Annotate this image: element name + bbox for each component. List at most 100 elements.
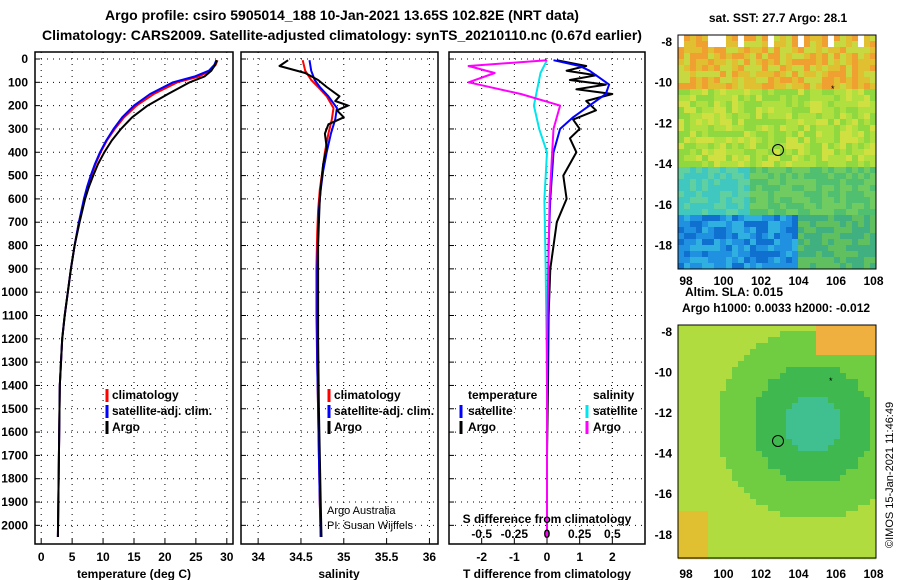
sst-cell bbox=[708, 179, 715, 186]
sst-cell bbox=[696, 251, 703, 258]
sla-cell bbox=[852, 529, 859, 536]
sst-cell bbox=[798, 257, 805, 264]
sst-cell bbox=[744, 191, 751, 198]
sst-cell bbox=[750, 119, 757, 126]
sla-cell bbox=[792, 499, 799, 506]
sst-cell bbox=[858, 179, 865, 186]
sst-cell bbox=[702, 41, 709, 48]
sst-cell bbox=[696, 155, 703, 162]
sla-cell bbox=[696, 481, 703, 488]
legend-argo-label: Argo bbox=[112, 420, 140, 434]
sst-cell bbox=[846, 257, 853, 264]
sst-cell bbox=[816, 119, 823, 126]
sst-cell bbox=[768, 161, 775, 168]
sla-cell bbox=[810, 529, 817, 536]
sla-cell bbox=[768, 499, 775, 506]
sla-cell bbox=[786, 523, 793, 530]
sla-cell bbox=[816, 433, 823, 440]
sla-cell bbox=[768, 397, 775, 404]
sla-cell bbox=[780, 475, 787, 482]
sla-cell bbox=[684, 481, 691, 488]
sst-cell bbox=[714, 215, 721, 222]
sst-cell bbox=[768, 59, 775, 66]
sla-cell bbox=[702, 409, 709, 416]
sla-cell bbox=[864, 385, 871, 392]
sst-cell bbox=[846, 185, 853, 192]
sla-cell bbox=[756, 493, 763, 500]
sla-cell bbox=[822, 373, 829, 380]
sst-cell bbox=[690, 185, 697, 192]
sst-cell bbox=[756, 71, 763, 78]
sst-cell bbox=[774, 89, 781, 96]
sla-cell bbox=[696, 457, 703, 464]
sst-cell bbox=[678, 239, 685, 246]
sst-cell bbox=[696, 119, 703, 126]
lat-tick-label: -18 bbox=[655, 239, 673, 253]
sla-cell bbox=[732, 373, 739, 380]
sst-cell bbox=[702, 251, 709, 258]
sla-cell bbox=[720, 337, 727, 344]
sla-argo-position-marker bbox=[772, 435, 784, 447]
figure-title-line1: Argo profile: csiro 5905014_188 10-Jan-2… bbox=[105, 7, 579, 23]
sst-cell bbox=[780, 185, 787, 192]
sla-cell bbox=[684, 391, 691, 398]
sst-cell bbox=[678, 197, 685, 204]
sla-cell bbox=[762, 523, 769, 530]
sst-cell bbox=[780, 221, 787, 228]
sst-cell bbox=[792, 53, 799, 60]
sst-cell bbox=[834, 77, 841, 84]
sla-cell bbox=[696, 409, 703, 416]
sla-cell bbox=[684, 541, 691, 548]
sla-cell bbox=[828, 349, 835, 356]
sla-cell bbox=[792, 487, 799, 494]
sla-cell bbox=[684, 499, 691, 506]
sla-cell bbox=[774, 535, 781, 542]
sla-cell bbox=[816, 337, 823, 344]
sst-cell bbox=[834, 47, 841, 54]
sst-cell bbox=[756, 143, 763, 150]
sla-cell bbox=[678, 505, 685, 512]
sst-cell bbox=[690, 203, 697, 210]
sst-cell bbox=[714, 179, 721, 186]
sst-cell bbox=[732, 95, 739, 102]
sst-cell bbox=[744, 149, 751, 156]
sst-cell bbox=[726, 101, 733, 108]
sla-cell bbox=[744, 499, 751, 506]
sst-cell bbox=[840, 257, 847, 264]
sla-cell bbox=[720, 373, 727, 380]
sla-cell bbox=[816, 553, 823, 560]
sla-cell bbox=[750, 469, 757, 476]
lon-tick-label: 100 bbox=[713, 567, 733, 580]
sla-cell bbox=[732, 523, 739, 530]
sla-cell bbox=[684, 367, 691, 374]
sla-cell bbox=[798, 337, 805, 344]
sla-cell bbox=[696, 385, 703, 392]
sst-cell bbox=[780, 101, 787, 108]
sla-cell bbox=[834, 355, 841, 362]
sla-cell bbox=[720, 463, 727, 470]
sst-cell bbox=[792, 107, 799, 114]
sla-cell bbox=[846, 331, 853, 338]
sla-cell bbox=[726, 337, 733, 344]
sst-cell bbox=[828, 107, 835, 114]
sla-cell bbox=[852, 331, 859, 338]
sst-cell bbox=[684, 137, 691, 144]
sla-cell bbox=[780, 379, 787, 386]
sla-cell bbox=[852, 391, 859, 398]
sst-cell bbox=[732, 41, 739, 48]
sla-cell bbox=[798, 397, 805, 404]
sst-cell bbox=[696, 143, 703, 150]
sla-cell bbox=[810, 331, 817, 338]
sst-cell bbox=[804, 119, 811, 126]
sla-cell bbox=[786, 517, 793, 524]
sla-cell bbox=[678, 403, 685, 410]
sst-cell bbox=[750, 83, 757, 90]
sla-cell bbox=[870, 349, 877, 356]
sst-cell bbox=[840, 215, 847, 222]
sla-cell bbox=[738, 349, 745, 356]
sst-cell bbox=[696, 161, 703, 168]
sla-cell bbox=[708, 463, 715, 470]
sst-cell bbox=[762, 221, 769, 228]
sla-cell bbox=[786, 391, 793, 398]
sst-cell bbox=[834, 185, 841, 192]
